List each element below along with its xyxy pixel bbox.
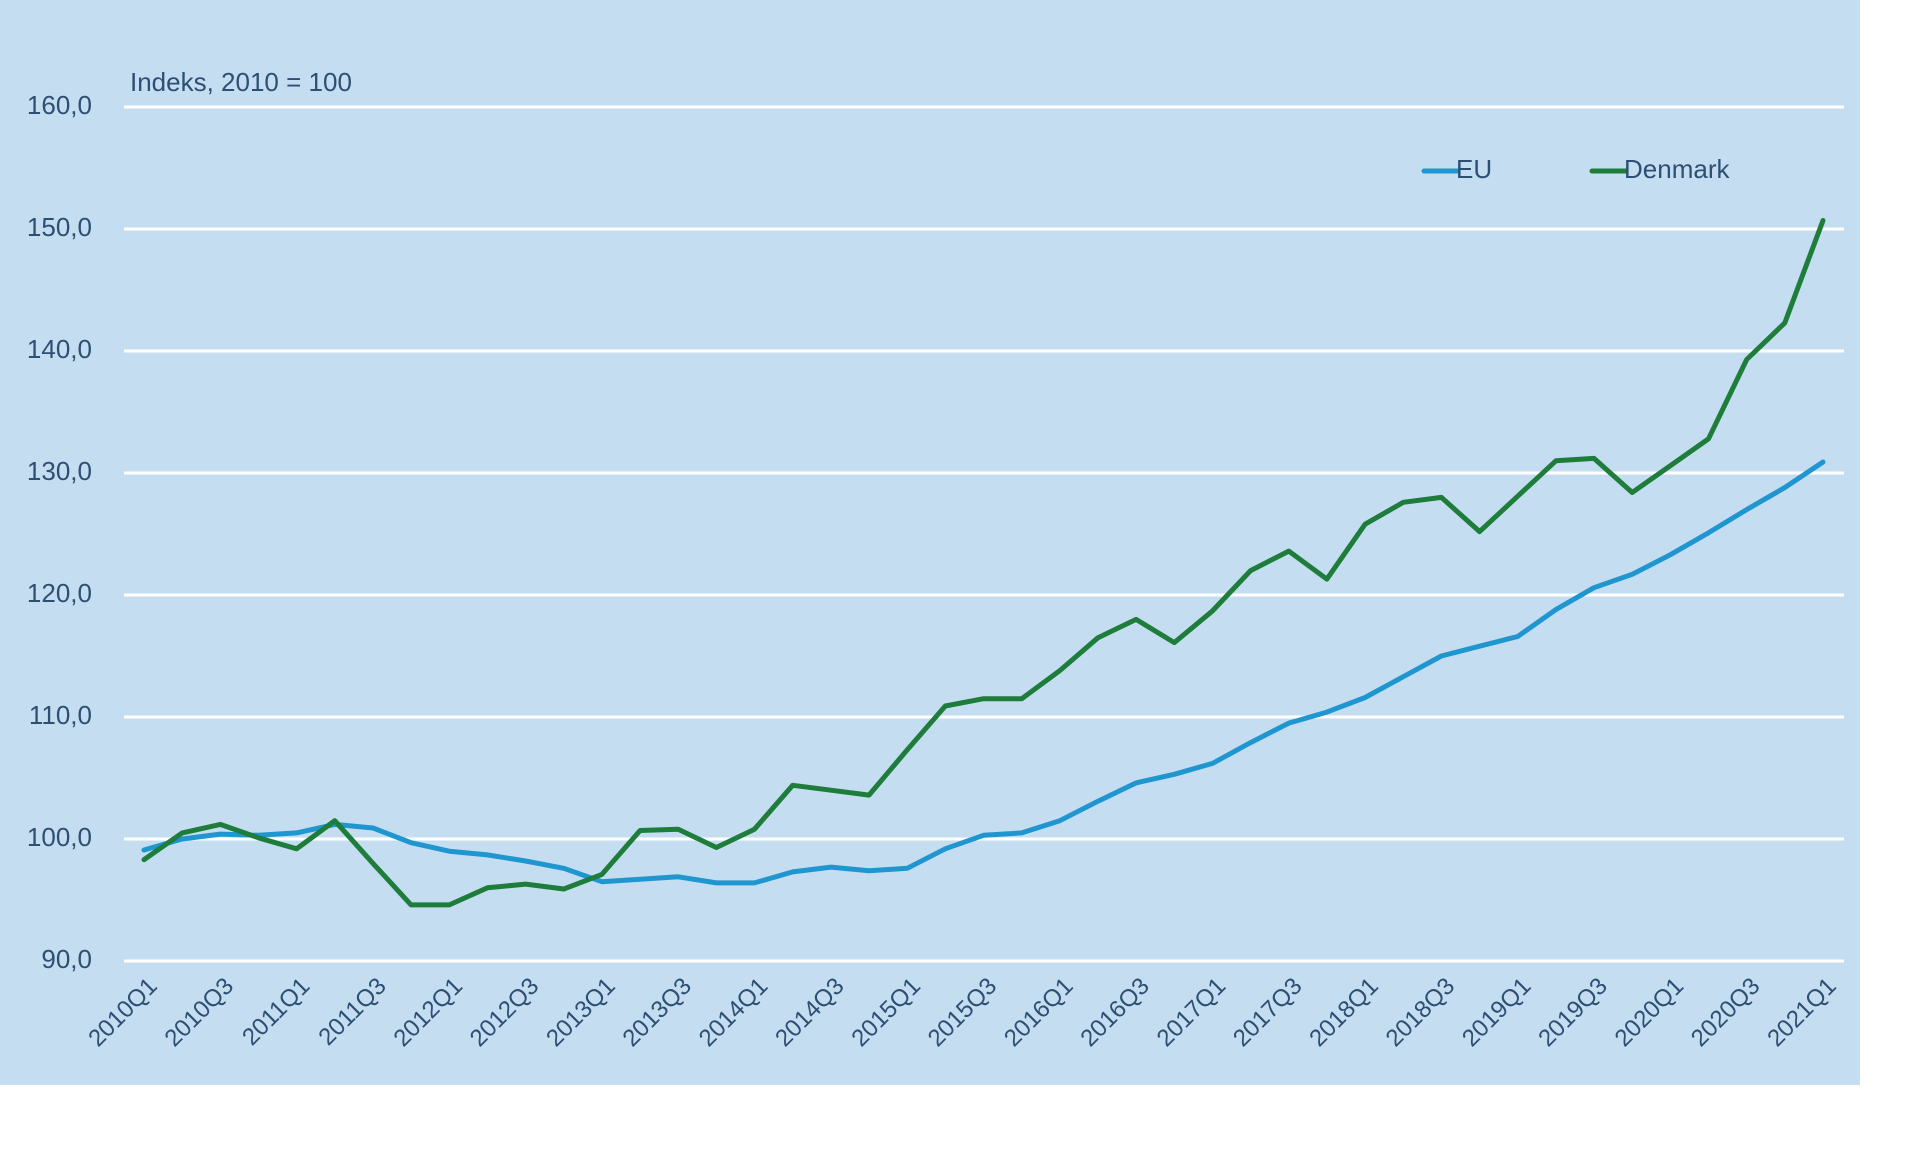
y-tick-label: 140,0 <box>27 334 92 364</box>
y-tick-label: 90,0 <box>41 944 92 974</box>
data-line <box>141 459 1826 886</box>
chart-background <box>0 0 1860 1085</box>
y-tick-label: 100,0 <box>27 822 92 852</box>
legend-label: Denmark <box>1624 154 1730 184</box>
y-tick-label: 150,0 <box>27 212 92 242</box>
y-tick-label: 120,0 <box>27 578 92 608</box>
y-tick-label: 160,0 <box>27 90 92 120</box>
legend-label: EU <box>1456 154 1492 184</box>
axis-subtitle: Indeks, 2010 = 100 <box>130 67 352 97</box>
y-tick-label: 130,0 <box>27 456 92 486</box>
data-line <box>141 218 1826 908</box>
y-tick-label: 110,0 <box>29 700 92 730</box>
